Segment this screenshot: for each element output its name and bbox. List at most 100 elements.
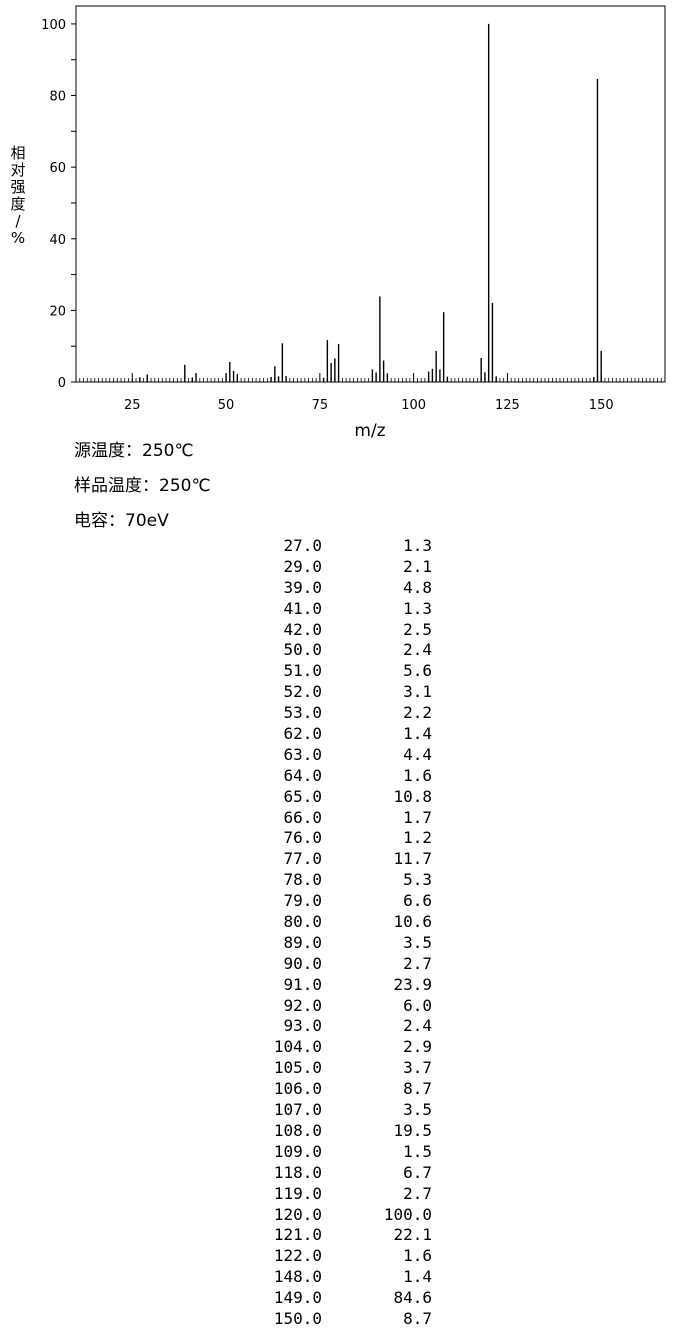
mz-value: 118.0 — [273, 1162, 322, 1182]
abundance-value: 1.5 — [403, 1141, 432, 1161]
mz-value: 150.0 — [273, 1308, 322, 1328]
electron-energy-value: 70eV — [125, 511, 169, 531]
y-axis-label-char: 度 — [10, 195, 25, 213]
mz-value: 52.0 — [283, 682, 322, 702]
sample-temperature-value: 250℃ — [159, 476, 211, 496]
mz-value: 92.0 — [283, 995, 322, 1015]
table-row: 65.0 10.8 — [240, 787, 440, 808]
y-tick-label: 20 — [49, 304, 66, 319]
abundance-value: 2.4 — [403, 640, 432, 660]
y-tick-label: 40 — [49, 233, 66, 248]
mz-value: 104.0 — [273, 1037, 322, 1057]
table-row: 51.0 5.6 — [240, 661, 440, 682]
x-tick-label: 75 — [312, 398, 329, 413]
abundance-value: 6.6 — [403, 891, 432, 911]
mz-value: 105.0 — [273, 1058, 322, 1078]
abundance-value: 2.4 — [403, 1016, 432, 1036]
table-row: 108.0 19.5 — [240, 1121, 440, 1142]
x-tick-label: 125 — [495, 398, 520, 413]
mz-value: 51.0 — [283, 661, 322, 681]
table-row: 91.0 23.9 — [240, 975, 440, 996]
abundance-value: 3.5 — [403, 932, 432, 952]
abundance-value: 5.6 — [403, 661, 432, 681]
table-row: 79.0 6.6 — [240, 891, 440, 912]
mz-value: 107.0 — [273, 1100, 322, 1120]
x-tick-label: 150 — [589, 398, 614, 413]
table-row: 93.0 2.4 — [240, 1016, 440, 1037]
table-row: 149.0 84.6 — [240, 1288, 440, 1309]
abundance-value: 5.3 — [403, 870, 432, 890]
abundance-value: 8.7 — [403, 1308, 432, 1328]
sample-temperature-label: 样品温度： — [74, 476, 159, 496]
mz-value: 120.0 — [273, 1204, 322, 1224]
abundance-value: 19.5 — [393, 1120, 432, 1140]
mz-value: 149.0 — [273, 1288, 322, 1308]
mz-value: 77.0 — [283, 849, 322, 869]
mz-value: 53.0 — [283, 703, 322, 723]
abundance-value: 1.4 — [403, 724, 432, 744]
table-row: 52.0 3.1 — [240, 682, 440, 703]
y-tick-label: 80 — [49, 90, 66, 105]
abundance-value: 1.6 — [403, 1246, 432, 1266]
table-row: 39.0 4.8 — [240, 578, 440, 599]
table-row: 90.0 2.7 — [240, 954, 440, 975]
mz-value: 65.0 — [283, 786, 322, 806]
table-row: 41.0 1.3 — [240, 599, 440, 620]
mz-value: 89.0 — [283, 932, 322, 952]
table-row: 106.0 8.7 — [240, 1079, 440, 1100]
abundance-value: 2.9 — [403, 1037, 432, 1057]
mz-value: 119.0 — [273, 1183, 322, 1203]
y-axis-label-char: 相 — [10, 144, 25, 162]
x-tick-label: 50 — [218, 398, 235, 413]
sample-temperature: 样品温度：250℃ — [74, 476, 211, 496]
abundance-value: 1.3 — [403, 536, 432, 555]
table-row: 92.0 6.0 — [240, 996, 440, 1017]
mz-value: 62.0 — [283, 724, 322, 744]
mz-value: 121.0 — [273, 1225, 322, 1245]
mz-value: 39.0 — [283, 577, 322, 597]
mz-value: 108.0 — [273, 1120, 322, 1140]
abundance-value: 10.6 — [393, 912, 432, 932]
mz-value: 27.0 — [283, 536, 322, 555]
table-row: 107.0 3.5 — [240, 1100, 440, 1121]
mz-value: 64.0 — [283, 765, 322, 785]
y-axis: 0 20 40 60 80 100 — [41, 18, 76, 391]
table-row: 50.0 2.4 — [240, 640, 440, 661]
abundance-value: 2.5 — [403, 619, 432, 639]
mz-value: 90.0 — [283, 953, 322, 973]
abundance-value: 2.7 — [403, 1183, 432, 1203]
table-row: 118.0 6.7 — [240, 1163, 440, 1184]
abundance-value: 2.7 — [403, 953, 432, 973]
table-row: 80.0 10.6 — [240, 912, 440, 933]
x-axis-label: m/z — [354, 421, 385, 440]
abundance-value: 3.1 — [403, 682, 432, 702]
abundance-value: 6.7 — [403, 1162, 432, 1182]
table-row: 63.0 4.4 — [240, 745, 440, 766]
table-row: 120.0 100.0 — [240, 1205, 440, 1226]
mz-value: 91.0 — [283, 974, 322, 994]
abundance-value: 8.7 — [403, 1079, 432, 1099]
mz-value: 50.0 — [283, 640, 322, 660]
plot-frame — [75, 5, 666, 383]
mz-value: 122.0 — [273, 1246, 322, 1266]
peak-table: 27.0 1.3 29.0 2.1 39.0 4.8 41.0 1.3 42.0 2.5 50.0 2… — [240, 536, 440, 1330]
abundance-value: 1.4 — [403, 1267, 432, 1287]
table-row: 89.0 3.5 — [240, 933, 440, 954]
abundance-value: 84.6 — [393, 1288, 432, 1308]
mz-value: 148.0 — [273, 1267, 322, 1287]
abundance-value: 100.0 — [383, 1204, 432, 1224]
y-tick-label: 0 — [58, 376, 66, 391]
abundance-value: 2.1 — [403, 556, 432, 576]
source-temperature: 源温度：250℃ — [74, 441, 194, 461]
source-temperature-label: 源温度： — [74, 441, 142, 461]
y-axis-label-char: 强 — [10, 178, 25, 196]
table-row: 29.0 2.1 — [240, 557, 440, 578]
table-row: 76.0 1.2 — [240, 828, 440, 849]
spectrum-bars — [139, 23, 602, 382]
table-row: 62.0 1.4 — [240, 724, 440, 745]
x-axis: 25 50 75 100 125 150 — [124, 373, 614, 413]
mass-spectrum-chart: 0 20 40 60 80 100 25 50 75 100 125 150 m/z 相对强度/% — [10, 5, 666, 440]
mz-value: 109.0 — [273, 1141, 322, 1161]
abundance-value: 22.1 — [393, 1225, 432, 1245]
y-axis-label-char: 对 — [10, 161, 25, 179]
